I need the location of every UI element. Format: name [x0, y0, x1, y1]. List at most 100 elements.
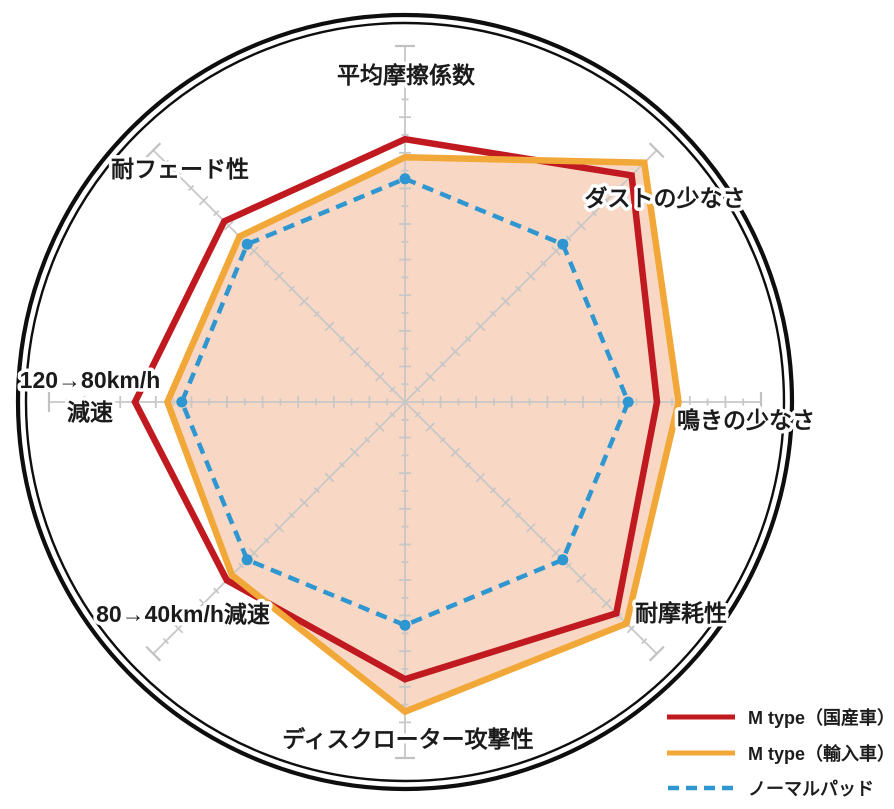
axis-label-fade-resistance: 耐フェード性 — [111, 156, 249, 182]
axis-tick — [187, 184, 195, 192]
axis-tick — [389, 411, 396, 418]
axis-tick — [500, 296, 511, 307]
axis-tick — [515, 512, 522, 519]
axis-tick — [540, 537, 547, 544]
axis-tick — [198, 598, 209, 609]
series-marker-normal-pad — [399, 173, 411, 185]
axis-tick — [615, 612, 623, 620]
series-marker-normal-pad — [176, 396, 188, 408]
axis-label-avg-friction: 平均摩擦係数 — [337, 62, 476, 88]
axis-tick — [187, 612, 195, 620]
axis-tick — [324, 321, 335, 332]
axis-tick — [338, 335, 346, 343]
axis-tick — [173, 170, 184, 181]
axis-tick — [626, 623, 637, 634]
axis-label-low-squeal: 鳴きの少なさ — [677, 407, 815, 433]
axis-tick — [389, 386, 396, 393]
axis-tick — [263, 260, 270, 267]
series-marker-normal-pad — [622, 396, 634, 408]
axis-tick — [249, 548, 259, 558]
axis-tick — [274, 522, 285, 533]
legend: M type（国産車） M type（輸入車） ノーマルパッド — [667, 707, 894, 799]
axis-tick — [615, 184, 623, 192]
axis-tick — [313, 486, 321, 494]
axis-tick — [525, 522, 536, 533]
axis-tick — [475, 472, 486, 483]
axis-tick — [374, 371, 385, 382]
axis-tick — [338, 461, 346, 469]
axis-label-decel-80-40: 80→40km/h減速 — [96, 601, 270, 627]
axis-tick — [576, 573, 587, 584]
axis-tick — [515, 285, 522, 292]
axis-label-low-dust: ダストの少なさ — [585, 185, 746, 211]
axis-tick — [525, 271, 536, 282]
axis-tick — [450, 447, 461, 458]
axis-tick — [313, 310, 321, 318]
axis-end-tick-1 — [648, 142, 665, 159]
axis-tick — [565, 562, 572, 569]
axis-tick — [364, 436, 371, 443]
radar-plot-area — [47, 44, 763, 760]
axis-tick — [464, 335, 472, 343]
series-marker-normal-pad — [557, 554, 569, 566]
axis-tick — [198, 195, 209, 206]
axis-tick — [464, 461, 472, 469]
axis-tick — [565, 235, 572, 242]
legend-label-normal-pad: ノーマルパッド — [748, 779, 874, 799]
axis-tick — [249, 246, 259, 256]
axis-tick — [288, 512, 295, 519]
axis-tick — [162, 638, 169, 645]
axis-tick — [263, 537, 270, 544]
axis-tick — [299, 497, 310, 508]
axis-tick — [414, 411, 421, 418]
axis-end-tick-3 — [648, 645, 665, 662]
axis-label-wear-resistance: 耐摩耗性 — [635, 600, 727, 626]
axis-tick — [274, 271, 285, 282]
axis-tick — [374, 422, 385, 433]
axis-tick — [439, 436, 446, 443]
axis-tick — [173, 623, 184, 634]
axis-tick — [576, 220, 587, 231]
axis-tick — [540, 260, 547, 267]
axis-tick — [489, 310, 497, 318]
axis-tick — [601, 598, 612, 609]
axis-tick — [324, 472, 335, 483]
axis-tick — [299, 296, 310, 307]
series-line-m-type-domestic — [131, 135, 661, 683]
axis-tick — [223, 220, 234, 231]
inner-ring-circle — [24, 21, 786, 783]
axis-tick — [489, 486, 497, 494]
series-marker-normal-pad — [557, 238, 569, 250]
axis-tick — [213, 210, 220, 217]
axis-tick — [551, 548, 561, 558]
axis-tick — [425, 371, 436, 382]
axis-tick — [414, 386, 421, 393]
axis-tick — [551, 246, 561, 256]
axis-tick — [601, 195, 612, 206]
axis-tick — [213, 587, 220, 594]
axis-tick — [349, 447, 360, 458]
axis-tick — [641, 638, 648, 645]
axis-tick — [349, 346, 360, 357]
axis-end-tick-7 — [145, 142, 162, 159]
axis-label-decel-120-80-line2: 減速 — [67, 399, 113, 425]
axis-tick — [288, 285, 295, 292]
series-marker-normal-pad — [241, 238, 253, 250]
series-area-m-type-import — [167, 157, 679, 712]
axis-tick — [238, 562, 245, 569]
series-marker-normal-pad — [399, 619, 411, 631]
axis-tick — [590, 587, 597, 594]
series-line-m-type-import — [163, 153, 682, 716]
axis-tick — [425, 422, 436, 433]
outer-ring-circle — [15, 12, 795, 792]
axis-label-rotor-attack: ディスクローター攻撃性 — [282, 726, 533, 752]
axis-label-decel-120-80-line1: 120→80km/h — [20, 367, 161, 393]
axis-tick — [500, 497, 511, 508]
axis-tick — [590, 210, 597, 217]
legend-label-mtype-domestic: M type（国産車） — [748, 707, 894, 728]
axis-tick — [475, 321, 486, 332]
series-marker-normal-pad — [241, 554, 253, 566]
axis-end-tick-5 — [145, 645, 162, 662]
